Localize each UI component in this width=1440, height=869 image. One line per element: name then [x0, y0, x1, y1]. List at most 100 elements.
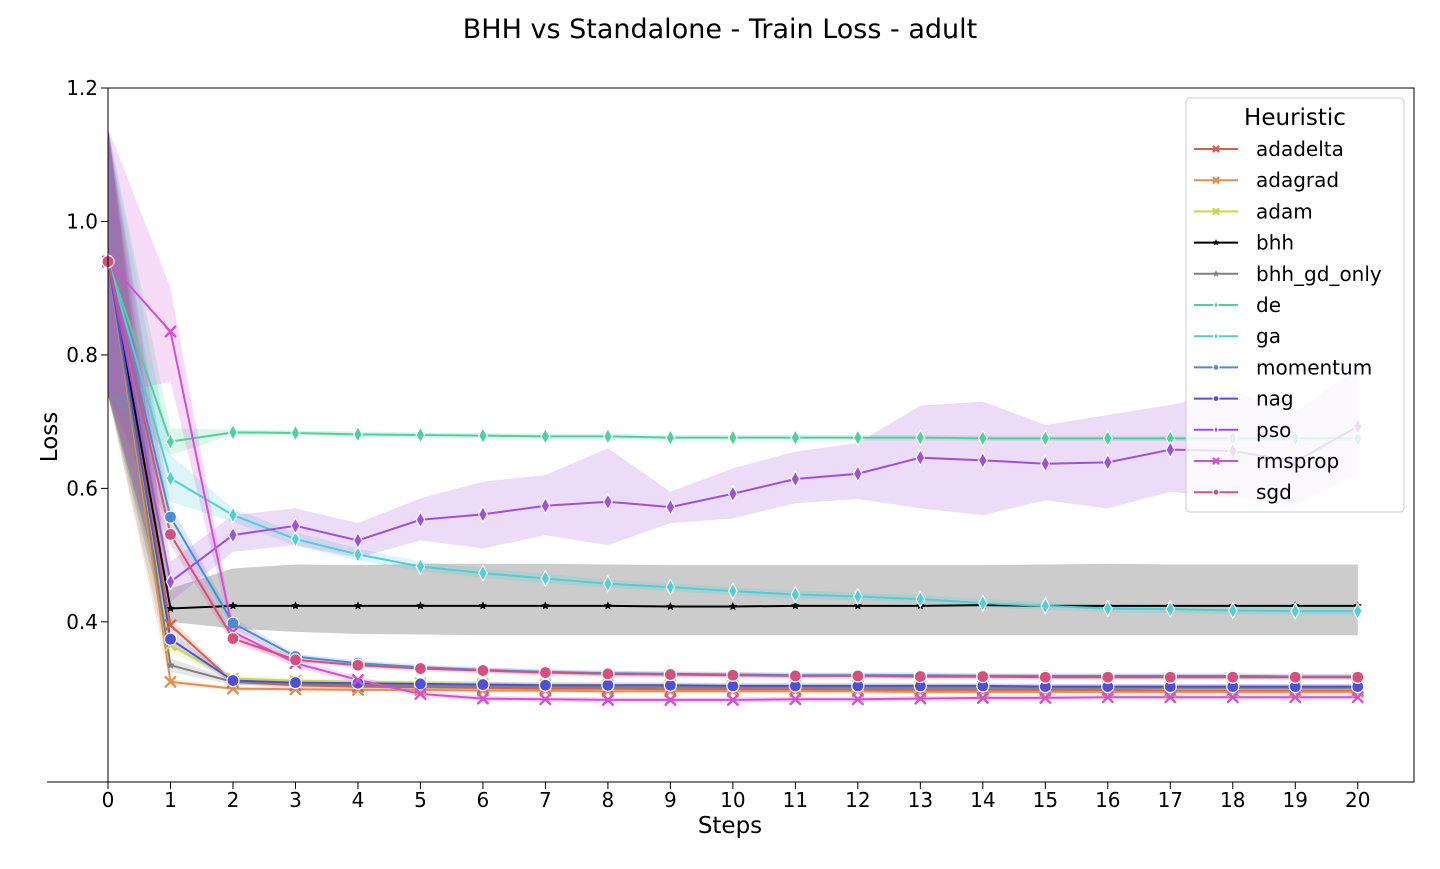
legend-label-bhh: bhh — [1256, 231, 1294, 255]
point-ga — [915, 590, 926, 609]
x-tick-label: 20 — [1345, 788, 1370, 812]
point-ga — [602, 574, 613, 593]
x-tick-label: 6 — [477, 788, 490, 812]
point-bhh — [478, 601, 488, 610]
point-de — [165, 432, 176, 451]
point-rmsprop — [1101, 691, 1114, 704]
point-de — [477, 426, 488, 445]
point-pso — [290, 516, 301, 535]
point-sgd — [1101, 670, 1115, 684]
point-ga — [415, 557, 426, 576]
point-pso — [1102, 453, 1113, 472]
point-de — [290, 423, 301, 443]
series-markers — [101, 252, 1365, 706]
point-sgd — [1163, 670, 1177, 684]
x-tick-label: 4 — [352, 788, 365, 812]
point-rmsprop — [164, 325, 177, 338]
point-ga — [1227, 601, 1238, 620]
point-bhh — [728, 601, 738, 611]
point-rmsprop — [976, 691, 989, 704]
legend-label-bhh-gd-only: bhh_gd_only — [1256, 262, 1382, 286]
point-ga — [790, 585, 801, 604]
point-pso — [977, 451, 988, 470]
y-tick-label: 0.8 — [66, 343, 98, 367]
point-bhh — [603, 601, 613, 610]
point-de — [665, 428, 676, 447]
series-points-sgd — [101, 254, 1365, 684]
legend-marker-momentum — [1212, 363, 1220, 371]
point-ga — [1165, 600, 1176, 619]
point-sgd — [413, 661, 428, 676]
legend-marker-pso — [1213, 424, 1219, 435]
point-pso — [477, 505, 488, 524]
x-axis-ticks: 0 1 2 3 4 5 6 7 8 9 10 11 12 13 14 15 16 17 18 19 20 — [102, 782, 1370, 812]
legend-marker-nag — [1212, 395, 1220, 403]
x-tick-label: 8 — [602, 788, 615, 812]
legend-marker-adagrad — [1212, 176, 1220, 184]
x-tick-label: 3 — [289, 788, 302, 812]
point-nag — [476, 677, 490, 692]
point-sgd — [976, 669, 990, 684]
legend-item-pso: pso — [1194, 418, 1291, 442]
legend-label-adagrad: adagrad — [1256, 168, 1339, 192]
point-pso — [915, 448, 926, 467]
legend-marker-ga — [1213, 331, 1219, 342]
point-de — [1102, 429, 1113, 448]
point-ga — [1352, 602, 1363, 621]
point-rmsprop — [851, 693, 864, 706]
y-tick-label: 0.4 — [66, 610, 98, 634]
point-de — [915, 428, 926, 447]
x-tick-label: 11 — [783, 788, 808, 812]
point-rmsprop — [1226, 691, 1239, 704]
legend-item-bhh: bhh — [1194, 231, 1294, 255]
y-tick-label: 1.0 — [66, 209, 98, 233]
point-ga — [540, 569, 551, 588]
point-pso — [227, 526, 238, 545]
legend-item-sgd: sgd — [1194, 480, 1292, 504]
point-sgd — [726, 668, 740, 682]
point-nag — [288, 675, 303, 690]
x-tick-label: 16 — [1095, 788, 1120, 812]
point-ga — [1102, 599, 1113, 618]
point-pso — [727, 484, 738, 503]
point-ga — [227, 506, 238, 525]
point-ga — [727, 582, 738, 601]
point-rmsprop — [601, 693, 614, 706]
point-de — [227, 423, 238, 442]
point-de — [727, 428, 738, 447]
point-pso — [602, 492, 613, 511]
point-bhh — [166, 603, 175, 613]
point-sgd — [226, 631, 240, 646]
point-de — [1040, 429, 1051, 448]
y-axis-ticks: 0.4 0.6 0.8 1.0 1.2 — [66, 76, 108, 634]
point-de — [790, 428, 801, 447]
legend-marker-rmsprop — [1212, 457, 1220, 465]
legend-marker-adam — [1212, 207, 1220, 215]
legend-label-nag: nag — [1256, 387, 1294, 411]
legend-marker-sgd — [1212, 488, 1220, 496]
point-sgd — [476, 663, 490, 678]
point-bhh — [540, 601, 550, 610]
point-rmsprop — [1164, 691, 1177, 704]
point-rmsprop — [414, 687, 427, 700]
point-rmsprop — [539, 693, 552, 706]
legend-label-sgd: sgd — [1256, 480, 1292, 504]
x-tick-label: 18 — [1220, 788, 1245, 812]
x-tick-label: 12 — [845, 788, 870, 812]
point-ga — [477, 564, 488, 583]
point-de — [415, 425, 426, 445]
point-rmsprop — [726, 693, 739, 706]
x-tick-label: 1 — [164, 788, 177, 812]
point-nag — [413, 677, 428, 691]
point-sgd — [1226, 670, 1240, 684]
point-nag — [351, 676, 365, 690]
x-tick-label: 15 — [1033, 788, 1058, 812]
point-adadelta — [164, 619, 177, 632]
point-momentum — [226, 616, 240, 630]
point-momentum — [163, 510, 178, 524]
y-tick-label: 1.2 — [66, 76, 98, 100]
legend-item-rmsprop: rmsprop — [1194, 449, 1339, 473]
point-sgd — [1351, 670, 1365, 684]
point-ga — [665, 578, 676, 597]
